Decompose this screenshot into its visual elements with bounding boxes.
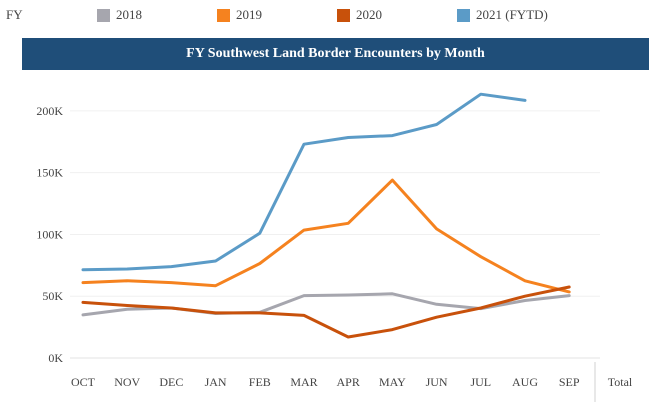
- y-tick-label: 50K: [42, 289, 63, 303]
- x-tick-label: FEB: [249, 375, 271, 389]
- legend-label-2021: 2021 (FYTD): [476, 7, 548, 22]
- series-line-2019[interactable]: [81, 178, 571, 294]
- y-tick-label: 150K: [36, 166, 63, 180]
- legend-label-2018: 2018: [116, 7, 142, 22]
- gridlines: [70, 110, 600, 359]
- legend-item-2019[interactable]: 2019: [217, 7, 262, 23]
- legend-label-2020: 2020: [356, 7, 382, 22]
- x-tick-label: DEC: [159, 375, 183, 389]
- x-tick-label: OCT: [71, 375, 96, 389]
- x-tick-label: JUL: [470, 375, 491, 389]
- legend-item-2020[interactable]: 2020: [337, 7, 382, 23]
- legend-item-2018[interactable]: 2018: [97, 7, 142, 23]
- series-line-2020[interactable]: [81, 285, 571, 339]
- legend-fy-label: FY: [6, 7, 23, 22]
- legend-swatch-2019: [217, 8, 230, 22]
- x-tick-label: NOV: [114, 375, 140, 389]
- total-column-label[interactable]: Total: [608, 375, 633, 389]
- x-axis-ticks: OCT NOV DEC JAN FEB MAR APR MAY JUN JUL AUG SEP: [71, 375, 580, 389]
- legend: FY 2018 2019 2020 2021 (FYTD): [0, 0, 662, 30]
- legend-item-2021[interactable]: 2021 (FYTD): [457, 7, 548, 23]
- series-line-2021[interactable]: [81, 92, 527, 272]
- legend-swatch-2018: [97, 8, 110, 22]
- legend-label-2019: 2019: [236, 7, 262, 22]
- legend-swatch-2021: [457, 8, 470, 22]
- y-axis-ticks: 0K 50K 100K 150K 200K: [36, 104, 63, 365]
- x-tick-label: JUN: [426, 375, 448, 389]
- legend-swatch-2020: [337, 8, 350, 22]
- x-tick-label: JAN: [205, 375, 227, 389]
- y-tick-label: 200K: [36, 104, 63, 118]
- x-tick-label: MAY: [379, 375, 406, 389]
- chart-title: FY Southwest Land Border Encounters by M…: [186, 46, 485, 61]
- series-lines: [81, 92, 571, 339]
- x-tick-label: AUG: [512, 375, 538, 389]
- x-tick-label: APR: [337, 375, 360, 389]
- x-tick-label: MAR: [290, 375, 317, 389]
- chart-title-bar: FY Southwest Land Border Encounters by M…: [22, 38, 649, 70]
- y-tick-label: 0K: [48, 351, 63, 365]
- x-tick-label: SEP: [559, 375, 580, 389]
- y-tick-label: 100K: [36, 227, 63, 241]
